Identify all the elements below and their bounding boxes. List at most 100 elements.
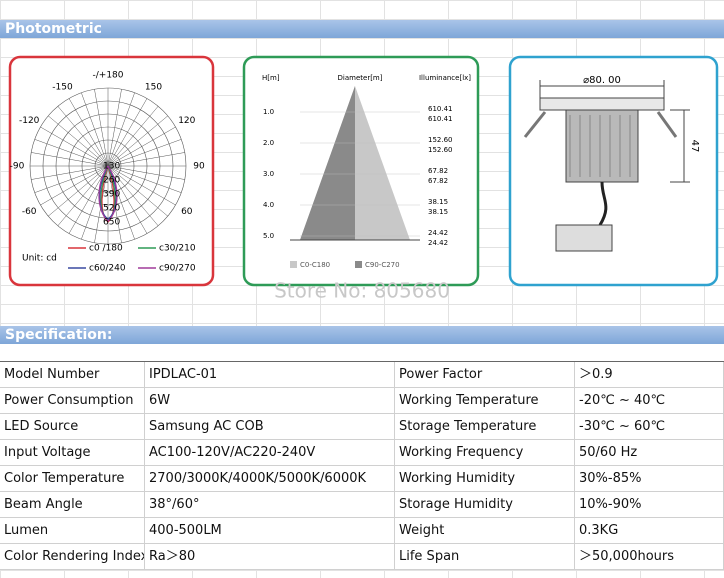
cone-header: Diameter[m]	[338, 74, 383, 82]
angle-label: -60	[22, 207, 37, 217]
illuminance-label: 610.41	[428, 115, 453, 123]
angle-label: -90	[10, 162, 25, 172]
lamp-fins	[569, 115, 631, 177]
polar-spoke	[31, 152, 109, 167]
radial-label: 130	[103, 162, 120, 172]
polar-spoke	[107, 92, 135, 167]
polar-spoke	[40, 165, 109, 206]
polar-lobes	[98, 165, 118, 223]
legend-label: c60/240	[89, 264, 126, 274]
polar-spoke	[107, 139, 182, 167]
polar-spoke	[94, 89, 109, 167]
spec-label: Working Frequency	[395, 440, 575, 466]
height-label: 1.0	[263, 108, 274, 116]
spec-value: 6W	[145, 388, 395, 414]
polar-spoke	[107, 106, 159, 167]
polar-spoke	[68, 98, 109, 167]
lobe	[100, 165, 116, 221]
spec-label: Working Temperature	[395, 388, 575, 414]
lobe	[98, 165, 118, 222]
spec-value: IPDLAC-01	[145, 362, 395, 388]
cone-shade	[300, 86, 355, 240]
spec-row: Color Temperature 2700/3000K/4000K/5000K/…	[0, 466, 724, 492]
spec-header-row	[0, 344, 724, 362]
illuminance-label: 24.42	[428, 229, 448, 237]
spec-label: Power Factor	[395, 362, 575, 388]
spec-label: Power Consumption	[0, 388, 145, 414]
cone-header: H[m]	[262, 74, 280, 82]
legend-label: c90/270	[159, 264, 196, 274]
lamp-wire	[598, 181, 608, 226]
spec-label: Model Number	[0, 362, 145, 388]
lobe	[101, 165, 115, 223]
height-label: 3.0	[263, 170, 274, 178]
diameter-label: ⌀80. 00	[583, 75, 621, 86]
legend-label: c0 /180	[89, 244, 123, 254]
spec-label: Storage Humidity	[395, 492, 575, 518]
specification-header: Specification:	[0, 326, 724, 344]
spec-value: ＞0.9	[575, 362, 724, 388]
lamp-flange	[539, 97, 665, 111]
polar-spoke	[57, 165, 109, 226]
spec-value: 50/60 Hz	[575, 440, 724, 466]
illuminance-label: 152.60	[428, 136, 453, 144]
spec-row: Beam Angle 38°/60° Storage Humidity 10%-90%	[0, 492, 724, 518]
spec-table: Model Number IPDLAC-01 Power Factor ＞0.9 Pow…	[0, 344, 724, 570]
spec-value: Ra＞80	[145, 544, 395, 570]
height-label: 2.0	[263, 139, 274, 147]
illuminance-label: 24.42	[428, 239, 448, 247]
polar-spoke	[68, 165, 109, 234]
spec-label: Weight	[395, 518, 575, 544]
lamp-connector	[555, 224, 613, 252]
photometric-header: Photometric	[0, 20, 724, 38]
illuminance-label: 610.41	[428, 105, 453, 113]
spec-label: Lumen	[0, 518, 145, 544]
lamp-body	[565, 109, 639, 183]
legend-label: c30/210	[159, 244, 196, 254]
spec-row: Color Rendering Index Ra＞80 Life Span ＞50,0…	[0, 544, 724, 570]
spec-value: -30℃ ~ 60℃	[575, 414, 724, 440]
polar-spoke	[31, 165, 109, 180]
illuminance-label: 38.15	[428, 198, 448, 206]
illuminance-label: 67.82	[428, 167, 448, 175]
spec-value: 10%-90%	[575, 492, 724, 518]
illuminance-label: 38.15	[428, 208, 448, 216]
cone-header: Illuminance[lx]	[419, 74, 471, 82]
polar-spoke	[107, 165, 168, 217]
spec-value: Samsung AC COB	[145, 414, 395, 440]
polar-spoke	[107, 165, 159, 226]
spec-label: Color Temperature	[0, 466, 145, 492]
lobe	[99, 165, 117, 220]
legend-label: C0-C180	[300, 261, 330, 269]
spec-value: 400-500LM	[145, 518, 395, 544]
polar-spoke	[48, 115, 109, 167]
height-label: 4.0	[263, 201, 274, 209]
spec-row: Lumen 400-500LM Weight 0.3KG	[0, 518, 724, 544]
height-label: 47	[689, 140, 700, 153]
polar-spoke	[40, 126, 109, 167]
lamp-spring	[523, 111, 678, 138]
polar-spoke	[81, 92, 109, 167]
polar-spoke	[107, 115, 168, 167]
unit-label: Unit: cd	[22, 254, 57, 264]
polar-spoke	[107, 165, 185, 180]
watermark: Store No: 805680	[274, 279, 450, 303]
dim-height	[670, 109, 690, 183]
illuminance-label: 152.60	[428, 146, 453, 154]
spec-label: Color Rendering Index	[0, 544, 145, 570]
polar-spoke	[107, 165, 148, 234]
radial-label: 390	[103, 190, 120, 200]
spec-label: LED Source	[0, 414, 145, 440]
spec-label: Life Span	[395, 544, 575, 570]
polar-spoke	[107, 165, 176, 206]
angle-label: 60	[181, 207, 193, 217]
dim-diameter	[539, 80, 665, 98]
angle-label: -150	[52, 83, 73, 93]
polar-spoke	[34, 165, 109, 193]
angle-label: -/+180	[93, 71, 124, 81]
spec-label: Input Voltage	[0, 440, 145, 466]
polar-spoke	[57, 106, 109, 167]
spec-value: ＞50,000hours	[575, 544, 724, 570]
spec-value: 2700/3000K/4000K/5000K/6000K	[145, 466, 395, 492]
spec-label: Working Humidity	[395, 466, 575, 492]
